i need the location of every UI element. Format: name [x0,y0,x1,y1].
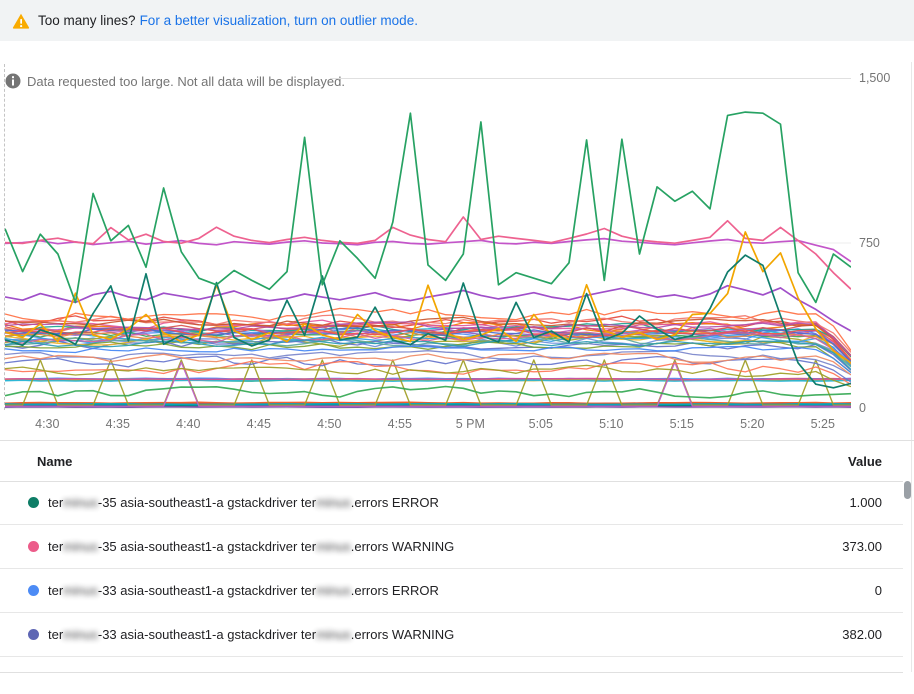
line-pink-750 [4,216,852,290]
series-line-bottom [4,401,852,405]
info-icon [5,73,21,89]
chart-table-divider [0,440,914,441]
series-line-bottom [4,402,852,406]
redacted-text: minus [63,539,98,554]
line-magenta-750 [4,237,852,263]
series-line-cluster [4,340,852,374]
warning-triangle-icon [12,13,30,29]
redacted-text: minus [316,495,351,510]
series-line-cluster [4,321,852,357]
x-tick-label: 5:10 [599,417,624,431]
legend-table-row[interactable]: ter minus -35 asia-southeast1-a gstackdriv… [0,481,903,525]
series-line-cluster [4,316,852,356]
x-tick-label: 4:55 [387,417,412,431]
x-tick-label: 4:50 [317,417,342,431]
line-purple-500 [4,284,852,332]
series-line-cluster [4,322,852,361]
x-tick-label: 4:45 [246,417,271,431]
x-tick-label: 5 PM [455,417,485,431]
series-line-cluster [4,331,852,365]
redacted-text: minus [63,495,98,510]
redacted-text: minus [316,627,351,642]
series-value: 373.00 [842,539,882,554]
series-line-cluster [4,314,852,353]
series-name: ter minus -35 asia-southeast1-a gstackdriv… [48,495,439,510]
legend-table-row[interactable]: ter minus -33 asia-southeast1-a gstackdriv… [0,569,903,613]
series-line-meander [4,385,852,399]
gridline-1500 [330,78,851,79]
column-header-name: Name [37,453,73,469]
y-tick-1500: 1,500 [859,71,891,85]
legend-table-row[interactable]: ter minus -33 asia-southeast1-a gstackdriv… [0,613,903,657]
x-tick-label: 4:30 [35,417,60,431]
panel-scrollbar-track [911,62,912,672]
x-tick-label: 4:35 [105,417,130,431]
x-axis: 4:30 4:35 4:40 4:45 4:50 4:55 5 PM 5:05 5:10 5:15… [0,417,914,435]
series-name: ter minus -35 asia-southeast1-a gstackdriv… [48,539,455,554]
series-value: 0 [874,583,882,598]
redacted-text: minus [63,583,98,598]
redacted-text: minus [316,539,351,554]
x-tick-label: 5:20 [740,417,765,431]
x-tick-label: 5:15 [669,417,694,431]
table-scrollbar-thumb[interactable] [904,481,911,499]
line-green-spiky [4,111,852,304]
series-line-flat [4,379,852,383]
series-line-spike [5,361,851,407]
outlier-mode-banner: Too many lines? For a better visualizati… [0,0,914,41]
outlier-mode-link[interactable]: For a better visualization, turn on outl… [139,13,418,28]
series-line-cluster [4,339,852,370]
series-line-cluster [4,336,852,368]
x-tick-label: 5:05 [528,417,553,431]
series-line-cluster [4,345,852,374]
legend-table-row[interactable]: ter minus -35 asia-southeast1-a gstackdriv… [0,525,903,569]
chart-plot[interactable] [4,78,852,409]
series-line-flat [4,377,852,381]
chart-left-dashed-edge [4,64,5,410]
series-value: 382.00 [842,627,882,642]
series-name: ter minus -33 asia-southeast1-a gstackdriv… [48,583,439,598]
series-line-spike [5,359,851,406]
redacted-text: minus [316,583,351,598]
y-tick-0: 0 [859,401,866,415]
series-line-cluster [4,327,852,361]
x-tick-label: 5:25 [810,417,835,431]
series-value: 1.000 [849,495,882,510]
legend-table-row-partial [0,653,903,673]
legend-table-rows: ter minus -35 asia-southeast1-a gstackdriv… [0,481,903,657]
series-line-cluster [4,352,852,376]
series-line-cluster [4,364,852,388]
series-color-dot [28,629,39,640]
series-line-cluster [4,355,852,383]
y-tick-750: 750 [859,236,880,250]
series-name: ter minus -33 asia-southeast1-a gstackdriv… [48,627,455,642]
series-line-cluster [4,350,852,376]
series-line-cluster [4,332,852,368]
series-color-dot [28,497,39,508]
legend-table-header: Name Value [0,441,903,482]
line-darkteal [4,254,852,389]
series-color-dot [28,585,39,596]
series-color-dot [28,541,39,552]
redacted-text: minus [63,627,98,642]
banner-text: Too many lines? [38,13,136,28]
column-header-value: Value [848,453,882,469]
line-gold [4,231,852,364]
x-tick-label: 4:40 [176,417,201,431]
data-truncated-notice: Data requested too large. Not all data w… [27,74,345,89]
